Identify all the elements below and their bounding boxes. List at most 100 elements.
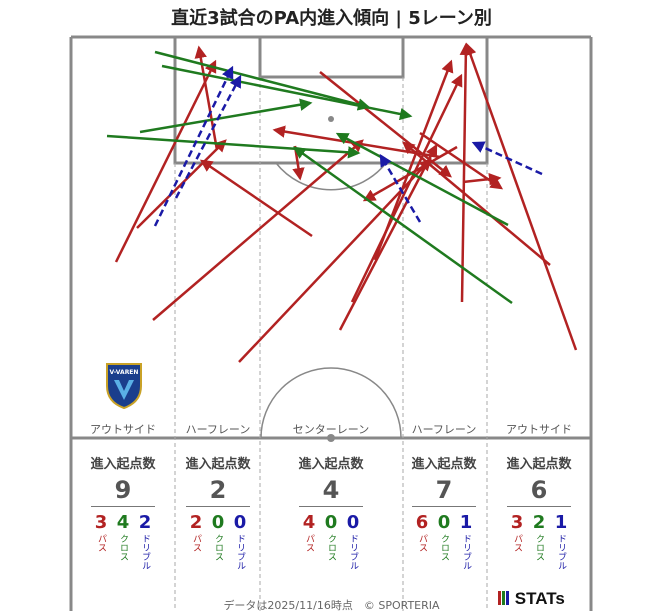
pass-count: 3 (94, 512, 108, 533)
stat-pass: 3 パス (93, 513, 109, 570)
stat-dribble: 0 ドリブル (232, 512, 248, 571)
stat-header: 進入起点数 (506, 457, 572, 472)
chart-title: 直近3試合のPA内進入傾向 | 5レーン別 (171, 8, 492, 29)
dribble-count: 1 (459, 512, 473, 533)
cross-count: 0 (211, 512, 225, 533)
pass-arrow-5 (238, 158, 432, 363)
club-crest-text: V-VAREN (110, 369, 139, 376)
stat-dribble: 1 ドリブル (458, 512, 474, 571)
pass-arrow-0 (114, 59, 217, 263)
stat-total: 2 (186, 476, 250, 507)
pass-count: 2 (189, 512, 203, 533)
center-spot (327, 434, 335, 442)
dribble-count: 0 (346, 512, 360, 533)
stat-pass: 4 パス (301, 513, 317, 570)
pass-arrow-1 (136, 139, 227, 229)
lane-stats-1: 進入起点数 2 2 パス 0 クロス 0 ドリブル (168, 453, 268, 570)
stat-pass: 2 パス (188, 513, 204, 570)
club-crest-icon: V-VAREN (106, 363, 142, 410)
lane-stats-2: 進入起点数 4 4 パス 0 クロス 0 ドリブル (281, 453, 381, 570)
stats-brand-logo: STATs (498, 589, 565, 609)
pass-arrow-14 (402, 141, 551, 266)
stat-cross: 4 クロス (115, 513, 131, 570)
lane-label-center: センターレーン (292, 423, 370, 436)
dribble-count: 2 (138, 512, 152, 533)
pass-arrow-9 (373, 59, 454, 261)
dribble-count: 1 (554, 512, 568, 533)
dribble-arrow-26 (379, 153, 422, 223)
dribble-label: ドリブル (348, 534, 358, 570)
stat-dribble: 0 ドリブル (345, 512, 361, 571)
stat-breakdown: 6 パス 0 クロス 1 ドリブル (394, 512, 494, 571)
cross-label: クロス (326, 534, 336, 561)
lane-label-outside-right: アウトサイド (506, 423, 572, 436)
cross-arrow-18 (154, 50, 371, 111)
lane-label-halfspace-left: ハーフレーン (185, 423, 251, 436)
pass-arrow-10 (319, 71, 452, 178)
stat-breakdown: 3 パス 4 クロス 2 ドリブル (73, 512, 173, 571)
stat-total: 9 (91, 476, 155, 507)
pass-label: パス (417, 534, 427, 552)
footer-note: データは2025/11/16時点 © SPORTERIA (223, 599, 440, 612)
stats-brand-text: STATs (514, 589, 565, 608)
stat-breakdown: 4 パス 0 クロス 0 ドリブル (281, 512, 381, 571)
pass-arrow-13 (462, 172, 502, 186)
pass-arrow-4 (152, 139, 364, 321)
dribble-label: ドリブル (556, 534, 566, 570)
pass-label: パス (96, 534, 106, 552)
pass-arrow-12 (459, 42, 473, 303)
cross-count: 4 (116, 512, 130, 533)
cross-count: 0 (324, 512, 338, 533)
cross-label: クロス (534, 534, 544, 561)
stat-cross: 2 クロス (531, 513, 547, 570)
stat-cross: 0 クロス (436, 513, 452, 570)
cross-arrow-21 (106, 134, 361, 159)
lane-label-halfspace-right: ハーフレーン (411, 423, 477, 436)
cross-count: 2 (532, 512, 546, 533)
pass-arrow-15 (464, 42, 578, 351)
stat-total: 4 (299, 476, 363, 507)
cross-arrow-23 (335, 132, 509, 227)
stat-breakdown: 2 パス 0 クロス 0 ドリブル (168, 512, 268, 571)
stat-pass: 6 パス (414, 513, 430, 570)
lane-stats-0: 進入起点数 9 3 パス 4 クロス 2 ドリブル (73, 453, 173, 570)
dribble-label: ドリブル (461, 534, 471, 570)
stat-header: 進入起点数 (90, 457, 156, 472)
stat-header: 進入起点数 (411, 457, 477, 472)
lane-label-outside-left: アウトサイド (90, 423, 156, 436)
stat-breakdown: 3 パス 2 クロス 1 ドリブル (489, 512, 589, 571)
arrows-layer (106, 42, 578, 363)
cross-arrow-20 (139, 98, 313, 134)
dribble-label: ドリブル (235, 534, 245, 570)
stat-pass: 3 パス (509, 513, 525, 570)
stat-header: 進入起点数 (185, 457, 251, 472)
pass-arrow-2 (199, 159, 313, 238)
penalty-spot (328, 116, 334, 122)
lane-stats-4: 進入起点数 6 3 パス 2 クロス 1 ドリブル (489, 453, 589, 570)
dribble-arrow-27 (471, 141, 543, 176)
dribble-arrow-25 (174, 74, 242, 199)
stat-dribble: 1 ドリブル (553, 512, 569, 571)
stat-total: 6 (507, 476, 571, 507)
cross-count: 0 (437, 512, 451, 533)
stat-cross: 0 クロス (323, 513, 339, 570)
cross-label: クロス (118, 534, 128, 561)
pass-label: パス (304, 534, 314, 552)
pass-arrow-8 (350, 73, 463, 303)
cross-label: クロス (213, 534, 223, 561)
stat-cross: 0 クロス (210, 513, 226, 570)
pass-count: 3 (510, 512, 524, 533)
dribble-label: ドリブル (140, 534, 150, 570)
lane-stats-3: 進入起点数 7 6 パス 0 クロス 1 ドリブル (394, 453, 494, 570)
stat-header: 進入起点数 (298, 457, 364, 472)
dribble-arrow-24 (153, 65, 234, 227)
stat-dribble: 2 ドリブル (137, 512, 153, 571)
pass-count: 6 (415, 512, 429, 533)
cross-arrow-19 (161, 64, 413, 121)
pass-count: 4 (302, 512, 316, 533)
stat-total: 7 (412, 476, 476, 507)
pass-label: パス (512, 534, 522, 552)
cross-label: クロス (439, 534, 449, 561)
dribble-count: 0 (233, 512, 247, 533)
